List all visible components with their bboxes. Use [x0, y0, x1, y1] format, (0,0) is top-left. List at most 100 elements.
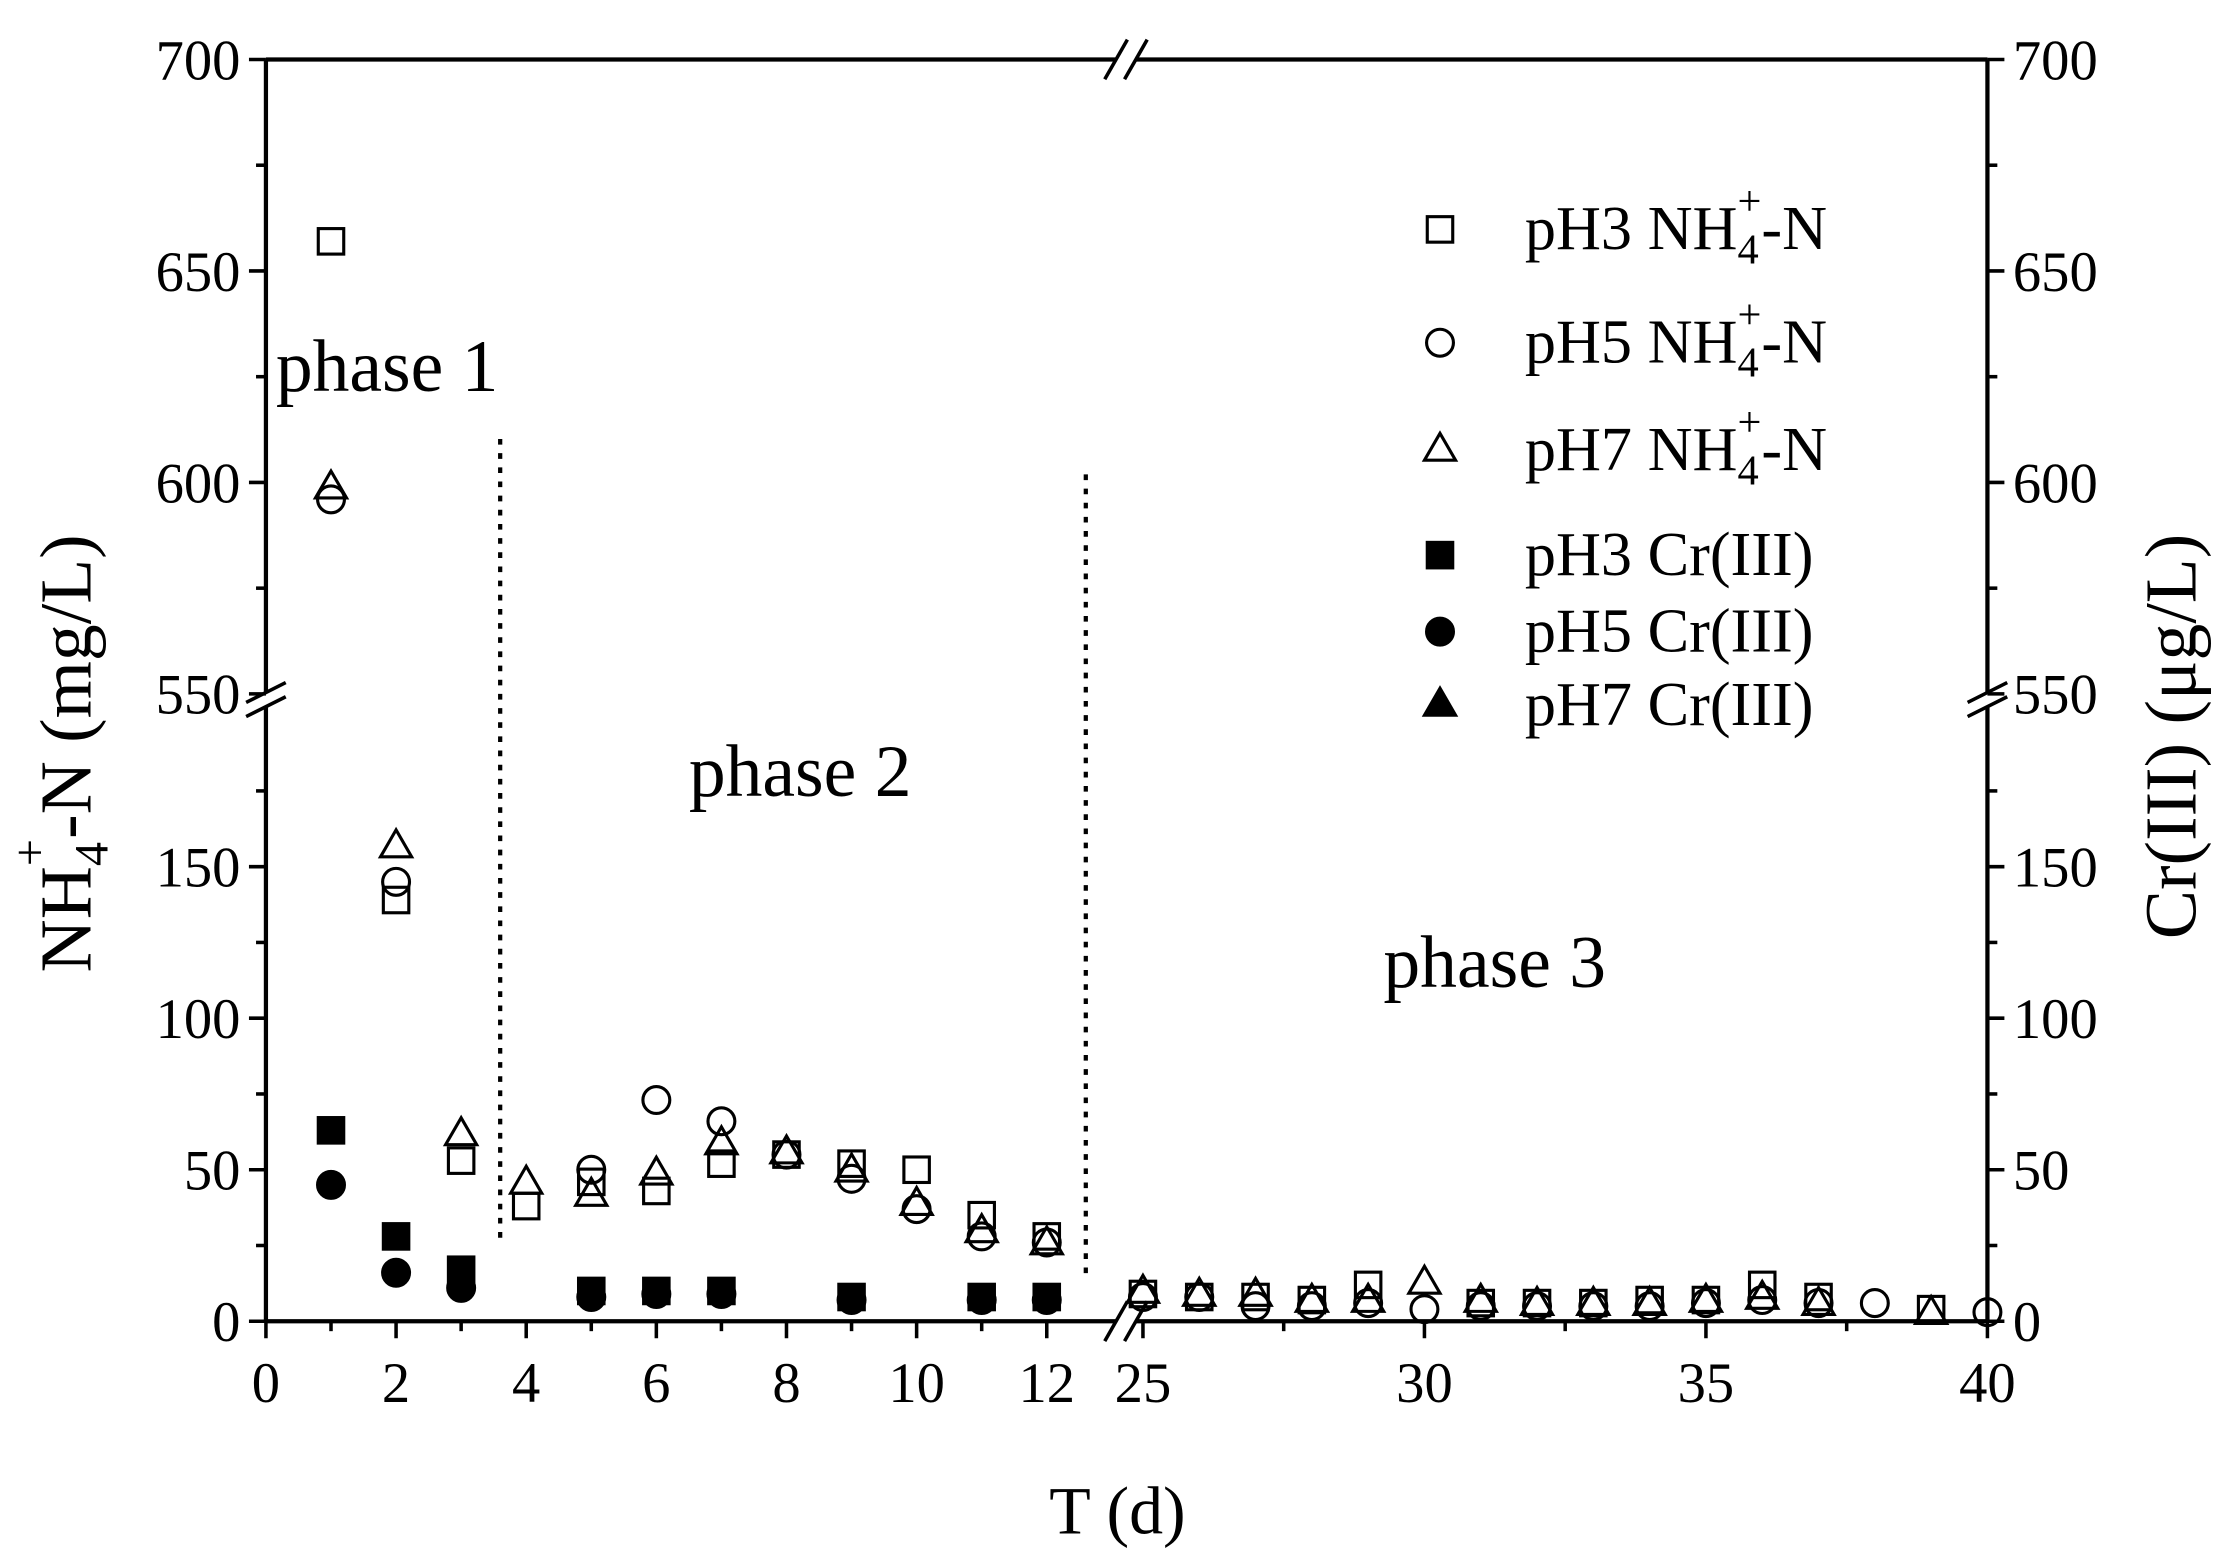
- data-point-ph7-nh4-n: [442, 1114, 480, 1147]
- axis-break-mark: [1103, 38, 1129, 81]
- data-point-ph5-nh4-n: [1747, 1285, 1778, 1316]
- y-axis-left-label-sup: +: [3, 839, 56, 866]
- legend-label-sup: +: [1737, 178, 1761, 225]
- legend-label-pre: pH5 NH: [1525, 309, 1738, 377]
- data-point-ph7-nh4-n: [703, 1123, 740, 1156]
- data-point-ph3-nh4-n: [316, 227, 346, 256]
- left-tick-label: 650: [156, 242, 241, 304]
- data-point-ph7-nh4-n: [573, 1175, 610, 1207]
- open-square-icon: [1425, 215, 1455, 244]
- data-point-ph5-nh4-n: [1972, 1297, 2003, 1328]
- legend-label-pre: pH3 Cr(III): [1525, 521, 1814, 589]
- axis-break-mark: [1103, 1300, 1129, 1342]
- legend-label-sub: 4: [1737, 447, 1758, 494]
- legend-label: pH3 Cr(III): [1525, 521, 1814, 589]
- data-point-ph5-nh4-n: [1409, 1294, 1440, 1325]
- data-point-ph7-nh4-n: [1743, 1278, 1781, 1310]
- data-point-ph7-nh4-n: [1518, 1284, 1556, 1316]
- data-point-ph5-nh4-n: [576, 1154, 607, 1185]
- left-tick-label: 0: [212, 1292, 240, 1354]
- data-point-ph7-nh4-n: [963, 1211, 1000, 1244]
- x-axis-label: T (d): [1049, 1473, 1185, 1549]
- data-point-ph7-nh4-n: [833, 1151, 870, 1183]
- data-point-ph7-nh4-n: [1575, 1284, 1612, 1316]
- data-point-ph3-nh4-n: [576, 1167, 606, 1197]
- legend-label: pH7 Cr(III): [1525, 671, 1814, 739]
- data-point-ph5-nh4-n: [641, 1085, 672, 1116]
- data-point-ph7-nh4-n: [1631, 1284, 1668, 1316]
- phase-1-label: phase 1: [276, 325, 499, 407]
- data-point-ph7-nh4-n: [638, 1154, 675, 1186]
- data-point-ph5-cr-iii: [836, 1285, 867, 1316]
- x-tick-label: 30: [1396, 1353, 1453, 1415]
- data-point-ph7-nh4-n: [1800, 1284, 1837, 1316]
- data-point-ph7-nh4-n: [1687, 1281, 1725, 1313]
- legend-entry: pH5 Cr(III): [1425, 597, 1814, 665]
- data-point-ph3-nh4-n: [902, 1155, 931, 1185]
- legend-label: pH5 NH4+-N: [1525, 292, 1827, 387]
- axis-break-mark: [1123, 38, 1149, 81]
- data-point-ph7-nh4-n: [312, 467, 350, 500]
- filled-square-icon: [1425, 540, 1455, 570]
- legend-label-pre: pH7 NH: [1525, 416, 1738, 484]
- y-axis-left-label: NH4 +-N (mg/L): [3, 534, 118, 972]
- data-point-ph7-nh4-n: [1462, 1281, 1500, 1313]
- data-point-ph5-cr-iii: [1031, 1285, 1062, 1316]
- y-axis-right-label: Cr(III) (μg/L): [2129, 534, 2211, 939]
- data-point-ph7-nh4-n: [377, 826, 415, 859]
- x-tick-label: 35: [1678, 1353, 1735, 1415]
- legend-label-sup: +: [1737, 399, 1761, 446]
- data-point-ph5-nh4-n: [1634, 1291, 1665, 1322]
- x-tick-label: 2: [382, 1353, 410, 1415]
- x-tick-label: 8: [772, 1353, 800, 1415]
- data-point-ph5-cr-iii: [316, 1169, 346, 1200]
- data-point-ph3-nh4-n: [446, 1146, 476, 1175]
- right-tick-label: 100: [2013, 989, 2098, 1051]
- open-triangle-icon: [1421, 430, 1459, 462]
- legend-label: pH7 NH4+-N: [1525, 399, 1827, 494]
- legend-label: pH5 Cr(III): [1525, 597, 1814, 665]
- data-points: [312, 227, 2003, 1328]
- x-tick-label: 40: [1959, 1353, 2016, 1415]
- data-point-ph5-nh4-n: [381, 866, 412, 897]
- data-point-ph5-nh4-n: [1522, 1291, 1553, 1322]
- legend-label-sup: +: [1737, 292, 1761, 339]
- axis-break-mark: [1966, 695, 2009, 719]
- right-tick-label: 50: [2013, 1141, 2070, 1203]
- data-point-ph3-cr-iii: [316, 1116, 346, 1145]
- legend-label-sub: 4: [1737, 226, 1758, 273]
- data-point-ph7-nh4-n: [1293, 1281, 1331, 1313]
- data-point-ph3-nh4-n: [511, 1191, 541, 1221]
- left-tick-label: 550: [156, 665, 241, 727]
- legend-entry: pH3 NH4+-N: [1425, 178, 1827, 273]
- data-point-ph7-nh4-n: [1180, 1275, 1218, 1307]
- data-point-ph5-nh4-n: [901, 1194, 932, 1225]
- data-point-ph5-cr-iii: [381, 1257, 412, 1288]
- legend-label: pH3 NH4+-N: [1525, 178, 1827, 273]
- legend-label-pre: pH7 Cr(III): [1525, 671, 1814, 739]
- data-point-ph5-nh4-n: [1690, 1288, 1721, 1319]
- legend-entry: pH5 NH4+-N: [1425, 292, 1827, 387]
- data-point-ph7-nh4-n: [1406, 1263, 1443, 1295]
- y-axis-left-label-rest: -N (mg/L): [25, 534, 107, 839]
- data-point-ph7-nh4-n: [507, 1163, 545, 1195]
- x-tick-label: 25: [1115, 1353, 1172, 1415]
- data-point-ph5-nh4-n: [771, 1139, 802, 1170]
- legend-label-sub: 4: [1737, 340, 1758, 387]
- data-point-ph5-nh4-n: [1578, 1291, 1609, 1322]
- data-point-ph3-nh4-n: [967, 1200, 996, 1230]
- axis-break-mark: [245, 680, 287, 704]
- left-tick-label: 700: [156, 30, 241, 92]
- data-point-ph3-nh4-n: [1747, 1270, 1777, 1300]
- x-tick-label: 4: [512, 1353, 540, 1415]
- right-tick-label: 0: [2013, 1292, 2041, 1354]
- right-tick-label: 650: [2013, 242, 2098, 304]
- left-tick-label: 150: [156, 837, 241, 899]
- phase-3-label: phase 3: [1383, 921, 1606, 1003]
- y-axis-left-label-main: NH: [25, 866, 107, 972]
- data-point-ph3-nh4-n: [707, 1149, 736, 1178]
- data-point-ph7-nh4-n: [1237, 1275, 1274, 1307]
- left-tick-label: 50: [184, 1141, 241, 1203]
- data-point-ph5-nh4-n: [1296, 1291, 1327, 1322]
